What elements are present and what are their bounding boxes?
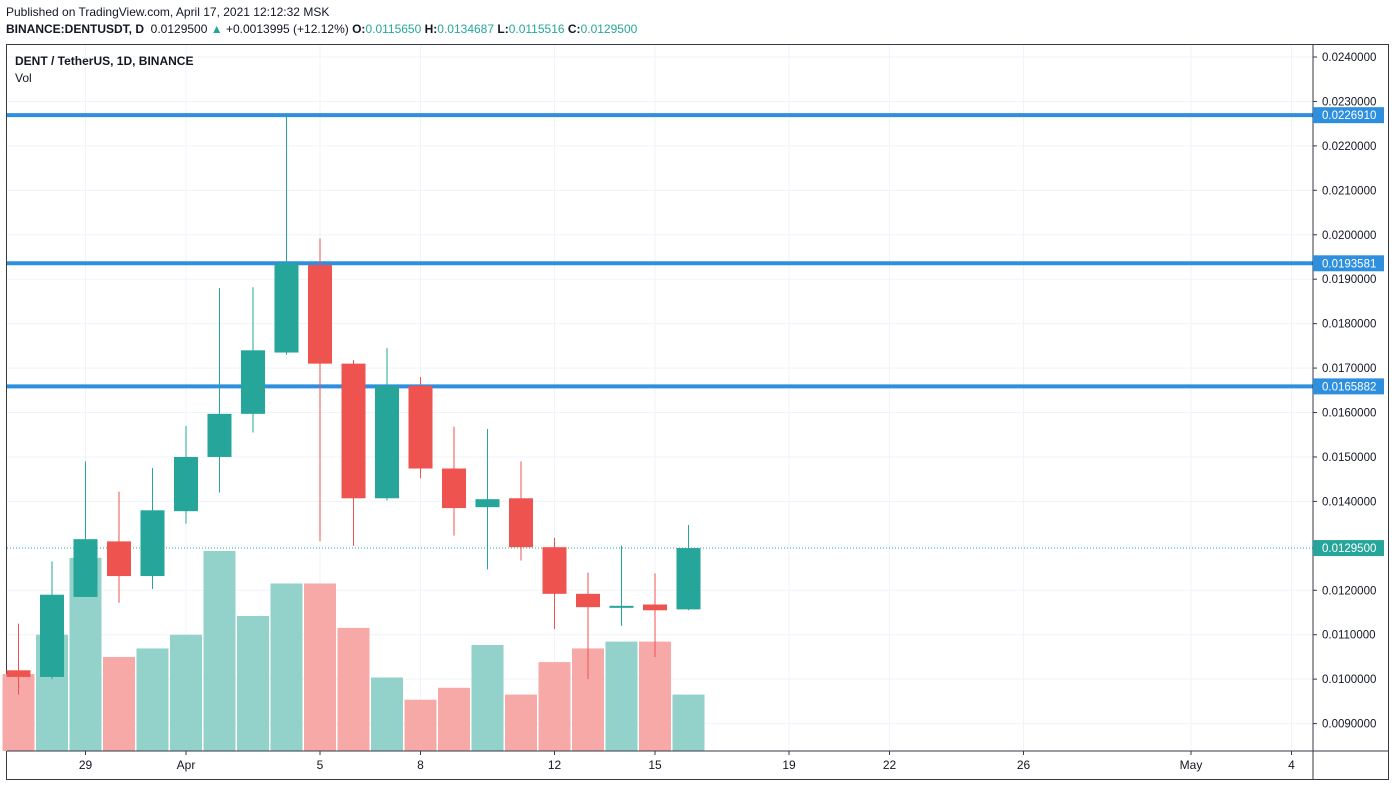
- level-price-badge-bg: [1313, 255, 1384, 272]
- x-tick-label: 19: [782, 758, 796, 772]
- y-tick-label: 0.0200000: [1322, 230, 1376, 242]
- x-tick-label: 15: [648, 758, 662, 772]
- volume-bar: [404, 699, 437, 751]
- candle-body: [643, 604, 667, 611]
- candle-body: [73, 539, 98, 597]
- low-label: L:: [497, 22, 509, 36]
- y-tick-label: 0.0240000: [1322, 52, 1376, 64]
- level-price-badge: 0.0193581: [1322, 258, 1376, 270]
- last-price-badge-bg: [1313, 540, 1384, 557]
- candle-body: [609, 605, 634, 608]
- candle-body: [676, 548, 701, 610]
- chart-frame[interactable]: [6, 44, 1389, 780]
- volume-bar: [103, 656, 135, 751]
- level-price-badge: 0.0165882: [1322, 381, 1376, 393]
- level-price-badge-bg: [1313, 107, 1384, 124]
- close-label: C:: [567, 22, 581, 36]
- y-tick-label: 0.0180000: [1322, 319, 1376, 331]
- x-tick-label: May: [1180, 758, 1203, 772]
- change-arrow-icon: ▲: [210, 22, 223, 36]
- volume-bar: [605, 641, 638, 751]
- volume-bar: [672, 694, 705, 751]
- candle-body: [542, 547, 567, 594]
- candle-body: [274, 263, 299, 353]
- published-line: Published on TradingView.com, April 17, …: [6, 5, 329, 19]
- candle-body: [174, 456, 198, 512]
- candle-body: [6, 670, 31, 677]
- y-tick-label: 0.0170000: [1322, 363, 1376, 375]
- candle-body: [308, 264, 332, 364]
- x-tick-label: 8: [417, 758, 424, 772]
- y-tick-label: 0.0190000: [1322, 274, 1376, 286]
- level-price-badge-bg: [1313, 378, 1384, 395]
- candle-body: [207, 413, 232, 457]
- volume-bar: [304, 583, 336, 751]
- volume-bar: [270, 583, 303, 751]
- chart-legend-title: DENT / TetherUS, 1D, BINANCE: [15, 54, 194, 68]
- x-tick-label: 12: [548, 758, 562, 772]
- open-label: O:: [352, 22, 366, 36]
- y-tick-label: 0.0220000: [1322, 141, 1376, 153]
- last-price: 0.0129500: [150, 22, 208, 36]
- published-text: Published on TradingView.com, April 17, …: [6, 5, 330, 19]
- volume-bar: [505, 694, 537, 751]
- high-label: H:: [424, 22, 438, 36]
- candle-body: [442, 468, 466, 509]
- y-tick-label: 0.0150000: [1322, 452, 1376, 464]
- y-tick-label: 0.0100000: [1322, 674, 1376, 686]
- candle-body: [341, 363, 366, 499]
- change-value: +0.0013995 (+12.12%): [225, 22, 349, 36]
- volume-bar: [471, 645, 504, 751]
- x-tick-label: 4: [1288, 758, 1295, 772]
- low-value: 0.0115516: [508, 22, 565, 36]
- y-tick-label: 0.0160000: [1322, 408, 1376, 420]
- volume-bar: [371, 677, 403, 751]
- candle-body: [140, 510, 165, 577]
- volume-bar: [170, 634, 202, 751]
- chart-legend-volume: Vol: [15, 71, 32, 85]
- volume-bar: [438, 687, 470, 751]
- x-tick-label: 5: [317, 758, 324, 772]
- high-value: 0.0134687: [437, 22, 495, 36]
- x-tick-label: 26: [1017, 758, 1031, 772]
- last-price-badge: 0.0129500: [1322, 543, 1376, 555]
- candle-body: [475, 499, 500, 508]
- volume-bar: [136, 648, 169, 751]
- x-tick-label: 29: [79, 758, 93, 772]
- x-tick-label: Apr: [177, 758, 196, 772]
- volume-bar: [337, 627, 370, 751]
- candle-body: [40, 594, 64, 677]
- y-tick-label: 0.0120000: [1322, 585, 1376, 597]
- close-value: 0.0129500: [580, 22, 638, 36]
- y-tick-label: 0.0110000: [1322, 630, 1376, 642]
- y-tick-label: 0.0230000: [1322, 96, 1376, 108]
- candle-body: [375, 385, 399, 499]
- candle-body: [509, 498, 533, 548]
- level-price-badge: 0.0226910: [1322, 110, 1376, 122]
- volume-bar: [203, 551, 236, 751]
- symbol-label: BINANCE:DENTUSDT, D: [6, 22, 144, 36]
- open-value: 0.0115650: [365, 22, 422, 36]
- y-tick-label: 0.0090000: [1322, 719, 1376, 731]
- x-tick-label: 22: [883, 758, 897, 772]
- volume-bar: [237, 615, 269, 751]
- volume-bar: [639, 641, 671, 751]
- candle-body: [241, 350, 265, 414]
- volume-bar: [538, 662, 571, 751]
- y-tick-label: 0.0140000: [1322, 496, 1376, 508]
- y-tick-label: 0.0210000: [1322, 185, 1376, 197]
- candle-body: [576, 593, 600, 608]
- ohlc-line: BINANCE:DENTUSDT, D 0.0129500 ▲ +0.00139…: [6, 22, 637, 36]
- candle-body: [107, 541, 131, 577]
- candle-body: [408, 385, 433, 469]
